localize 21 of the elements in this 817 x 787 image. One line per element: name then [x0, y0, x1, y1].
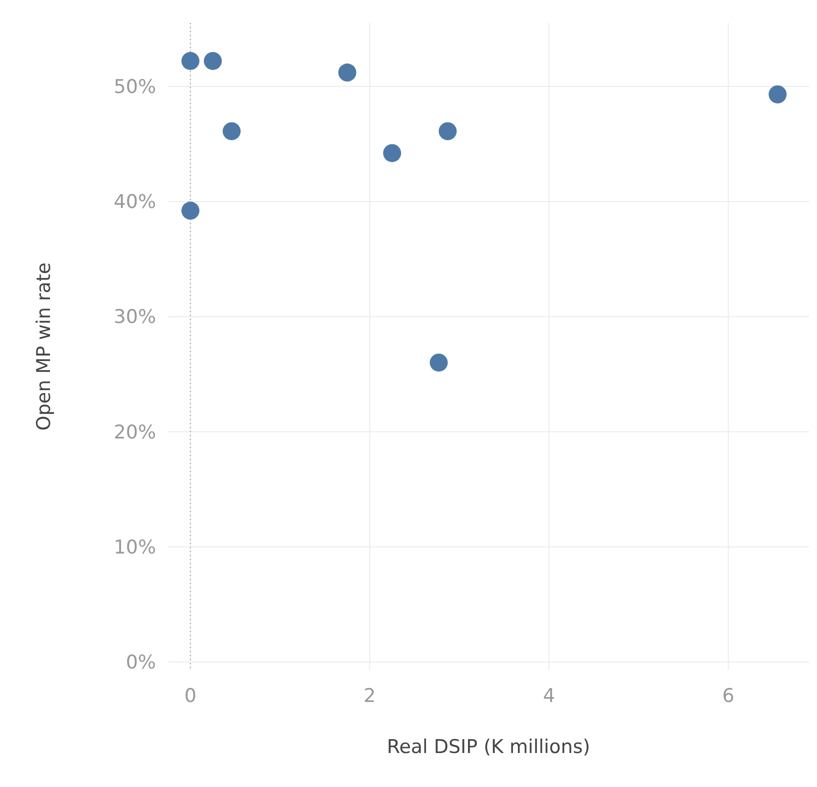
y-axis-title: Open MP win rate	[33, 262, 55, 431]
point	[222, 122, 241, 140]
y-tick-label: 0%	[126, 652, 156, 674]
point	[181, 202, 200, 220]
point	[430, 354, 448, 372]
point	[338, 64, 356, 82]
x-tick-label: 0	[184, 685, 196, 707]
x-tick-label: 4	[542, 685, 556, 707]
y-tick-label: 50%	[114, 76, 156, 98]
x-axis-title: Real DSIP (K millions)	[386, 736, 590, 758]
y-tick-label: 10%	[114, 536, 156, 558]
point	[383, 144, 402, 162]
point	[438, 122, 457, 140]
x-tick-label: 6	[722, 685, 734, 707]
y-tick-label: 20%	[114, 421, 156, 444]
x-tick-label: 2	[364, 685, 376, 707]
point	[181, 52, 200, 70]
point	[768, 85, 787, 104]
y-tick-label: 30%	[114, 306, 156, 328]
point	[204, 52, 222, 70]
y-tick-label: 40%	[114, 191, 156, 214]
